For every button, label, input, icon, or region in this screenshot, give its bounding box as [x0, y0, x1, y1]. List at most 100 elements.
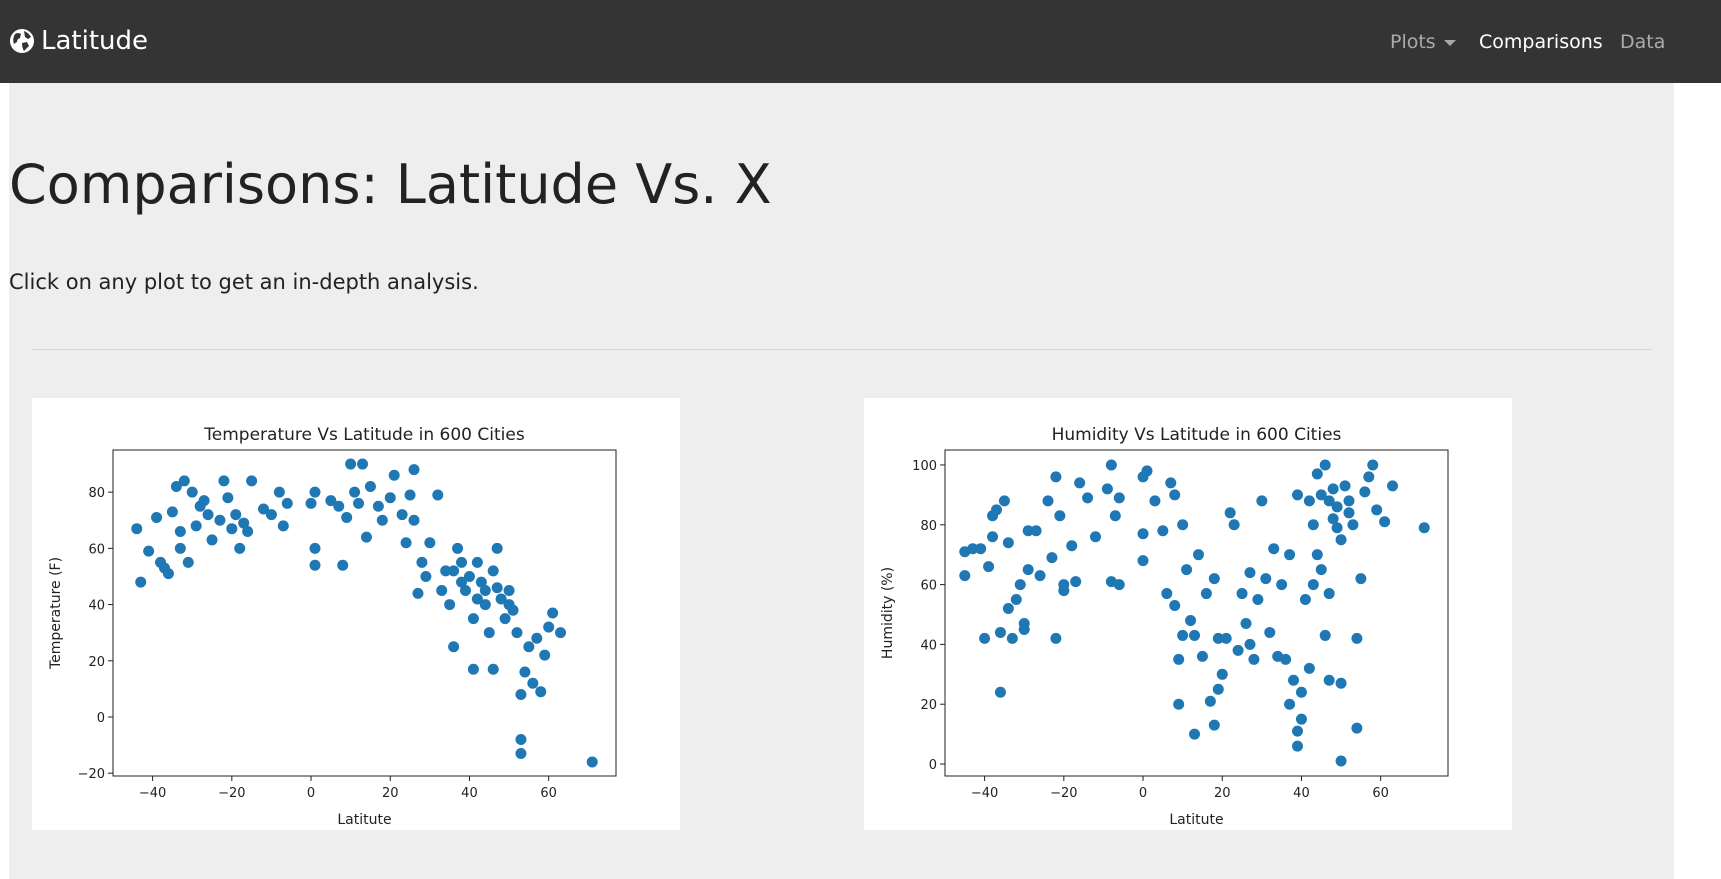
data-point [1177, 629, 1189, 641]
data-point [277, 520, 289, 532]
data-point [471, 556, 483, 568]
data-point [281, 497, 293, 509]
data-point [1335, 534, 1347, 546]
data-point [1288, 674, 1300, 686]
data-point [1058, 579, 1070, 591]
data-point [1327, 483, 1339, 495]
data-point [1022, 564, 1034, 576]
y-tick-label: 0 [97, 711, 105, 726]
x-axis-label: Latitute [1169, 812, 1223, 828]
data-point [523, 641, 535, 653]
data-point [400, 537, 412, 549]
axes-frame [944, 449, 1449, 777]
y-tick-label: 60 [920, 579, 937, 594]
data-point [1319, 459, 1331, 471]
data-point [258, 503, 270, 515]
data-point [1323, 674, 1335, 686]
x-tick-label: −40 [139, 786, 166, 801]
data-point [1331, 522, 1343, 534]
plot-panel[interactable]: Humidity Vs Latitude in 600 Cities Latitu… [864, 398, 1512, 830]
data-point [1295, 713, 1307, 725]
data-point [979, 632, 991, 644]
y-tick-label: 0 [929, 758, 937, 773]
dropdown-caret [1443, 39, 1456, 46]
data-point [186, 486, 198, 498]
data-point [162, 568, 174, 580]
nav-plots[interactable]: Plots [1390, 31, 1456, 53]
brand[interactable]: Latitude [9, 26, 148, 56]
data-point [1014, 579, 1026, 591]
data-point [994, 626, 1006, 638]
data-point [1208, 573, 1220, 585]
data-point [448, 565, 460, 577]
x-tick-label: −40 [971, 786, 998, 801]
data-point [1137, 528, 1149, 540]
y-tick-label: 80 [920, 519, 937, 534]
data-point [1315, 564, 1327, 576]
data-point [1387, 480, 1399, 492]
data-point [238, 517, 250, 529]
data-point [1208, 719, 1220, 731]
data-point [1379, 516, 1391, 528]
plot-panel[interactable]: Temperature Vs Latitude in 600 Cities Lat… [32, 398, 680, 830]
data-point [1347, 519, 1359, 531]
data-point [998, 495, 1010, 507]
data-point [1323, 588, 1335, 600]
nav-comparisons[interactable]: Comparisons [1479, 31, 1603, 53]
data-point [364, 481, 376, 493]
y-axis-label: Temperature (F) [48, 557, 64, 670]
data-point [246, 475, 258, 487]
data-point [432, 489, 444, 501]
y-tick-label: 40 [920, 638, 937, 653]
data-point [1280, 653, 1292, 665]
data-point [1371, 504, 1383, 516]
data-point [1034, 570, 1046, 582]
chart: Temperature Vs Latitude in 600 Cities Lat… [48, 425, 617, 828]
data-point [994, 686, 1006, 698]
data-point [1284, 698, 1296, 710]
data-point [265, 509, 277, 521]
data-point [467, 613, 479, 625]
data-point [1113, 492, 1125, 504]
data-point [1212, 683, 1224, 695]
data-point [1307, 519, 1319, 531]
data-point [230, 509, 242, 521]
data-point [499, 613, 511, 625]
data-point [190, 520, 202, 532]
data-point [987, 531, 999, 543]
divider [32, 349, 1652, 350]
nav-data[interactable]: Data [1620, 31, 1666, 53]
data-point [1200, 588, 1212, 600]
data-point [357, 458, 369, 470]
x-tick-label: 20 [382, 786, 399, 801]
data-point [222, 492, 234, 504]
data-point [416, 556, 428, 568]
data-point [174, 526, 186, 537]
y-tick-label: 80 [88, 486, 105, 501]
data-point [309, 542, 321, 554]
data-point [1042, 495, 1054, 507]
data-point [1339, 480, 1351, 492]
data-point [1236, 588, 1248, 600]
data-point [1141, 465, 1153, 477]
data-point [218, 475, 230, 487]
data-point [555, 627, 567, 639]
content: Comparisons: Latitude Vs. X Click on any… [9, 83, 1674, 879]
data-point [214, 514, 226, 526]
y-tick-label: 100 [912, 459, 937, 474]
data-point [475, 576, 487, 588]
data-point [170, 481, 182, 493]
data-point [376, 514, 388, 526]
x-axis-label: Latitute [337, 812, 391, 828]
data-point [1002, 537, 1014, 549]
data-point [1268, 543, 1280, 555]
y-tick-label: 40 [88, 599, 105, 614]
data-point [487, 565, 499, 577]
data-point [202, 509, 214, 521]
data-point [1291, 740, 1303, 752]
data-point [143, 545, 155, 557]
data-point [487, 663, 499, 675]
data-point [1335, 755, 1347, 767]
data-point [1149, 495, 1161, 507]
data-point [1022, 525, 1034, 537]
